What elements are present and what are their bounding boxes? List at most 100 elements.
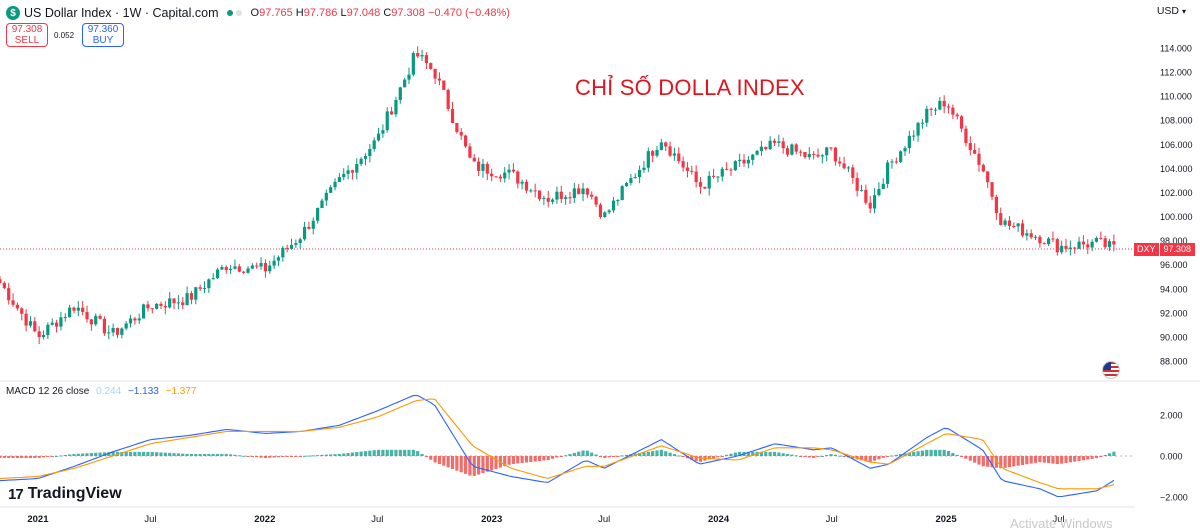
- candle: [429, 63, 433, 69]
- histogram-bar: [294, 456, 298, 457]
- histogram-bar: [1042, 456, 1046, 463]
- price-tick-label: 102.000: [1160, 188, 1193, 198]
- sell-button[interactable]: 97.308 SELL: [6, 23, 48, 47]
- histogram-bar: [159, 452, 163, 456]
- histogram-bar: [146, 451, 150, 456]
- histogram-bar: [468, 456, 472, 476]
- price-tick-label: 98.000: [1160, 236, 1188, 246]
- candle: [176, 302, 180, 304]
- candle: [616, 199, 620, 201]
- histogram-bar: [694, 456, 698, 462]
- histogram-bar: [224, 453, 228, 456]
- histogram-bar: [242, 455, 246, 457]
- candle: [925, 108, 929, 123]
- histogram-bar: [768, 451, 772, 456]
- price-tick-label: 114.000: [1160, 44, 1192, 54]
- currency-selector[interactable]: USD ▾: [1157, 5, 1186, 17]
- candle: [146, 304, 150, 309]
- candle: [746, 159, 750, 164]
- candle: [498, 176, 502, 179]
- candle: [611, 200, 616, 211]
- candle: [1038, 236, 1042, 244]
- candle: [629, 178, 633, 184]
- histogram-bar: [477, 456, 481, 475]
- histogram-bar: [150, 451, 154, 456]
- histogram-bar: [946, 450, 951, 456]
- histogram-bar: [246, 456, 250, 457]
- candle: [481, 163, 485, 171]
- us-flag-icon[interactable]: [1102, 361, 1120, 379]
- candle: [829, 147, 833, 149]
- histogram-bar: [651, 451, 655, 456]
- candle: [916, 122, 920, 136]
- histogram-bar: [820, 456, 824, 457]
- candle: [812, 154, 816, 156]
- histogram-bar: [181, 453, 185, 456]
- histogram-bar: [1025, 456, 1029, 465]
- tradingview-logo[interactable]: 17 TradingView: [8, 485, 122, 503]
- candle: [568, 197, 572, 199]
- candle: [424, 55, 429, 64]
- candle: [855, 177, 859, 191]
- histogram-bar: [733, 452, 737, 456]
- histogram-bar: [1077, 456, 1081, 461]
- dollar-symbol-icon: $: [6, 6, 20, 20]
- candle: [363, 156, 368, 159]
- candle: [385, 111, 389, 131]
- candle: [389, 111, 394, 115]
- histogram-bar: [307, 455, 311, 457]
- histogram-bar: [324, 454, 328, 456]
- candle: [507, 169, 511, 173]
- histogram-bar: [894, 454, 898, 456]
- candle: [163, 305, 167, 308]
- buy-button[interactable]: 97.360 BUY: [82, 23, 124, 47]
- histogram-bar: [176, 453, 180, 456]
- histogram-bar: [577, 451, 581, 456]
- candle: [320, 200, 324, 208]
- histogram-bar: [872, 456, 877, 461]
- candle: [333, 181, 337, 188]
- candle: [468, 146, 472, 158]
- candle: [168, 298, 172, 308]
- candle: [511, 169, 516, 172]
- macd-line: [0, 394, 1115, 498]
- histogram-bar: [825, 455, 829, 457]
- histogram-bar: [211, 453, 215, 456]
- histogram-bar: [951, 452, 955, 456]
- candle: [420, 55, 424, 57]
- candle: [764, 146, 768, 150]
- histogram-bar: [707, 456, 711, 460]
- histogram-bar: [881, 456, 885, 458]
- macd-legend[interactable]: MACD 12 26 close 0.244 −1.133 −1.377: [6, 386, 197, 397]
- histogram-bar: [624, 454, 629, 456]
- histogram-bar: [54, 455, 59, 457]
- candle: [1081, 241, 1086, 245]
- currency-label: USD: [1156, 5, 1179, 17]
- histogram-bar: [738, 451, 742, 456]
- symbol-title[interactable]: US Dollar Index · 1W · Capital.com: [24, 6, 219, 20]
- candle: [350, 170, 355, 173]
- candle: [202, 288, 207, 290]
- candle: [564, 197, 568, 199]
- histogram-bar: [381, 449, 385, 456]
- histogram-bar: [120, 451, 124, 456]
- histogram-bar: [1112, 451, 1116, 456]
- spread-value: 0.052: [54, 31, 75, 40]
- histogram-bar: [207, 453, 211, 456]
- histogram-bar: [311, 455, 315, 457]
- candle: [41, 335, 46, 338]
- histogram-bar: [220, 453, 224, 456]
- overlay-title: CHỈ SỐ DOLLA INDEX: [575, 75, 805, 100]
- candle: [777, 141, 781, 143]
- candle: [785, 148, 790, 155]
- histogram-bar: [237, 455, 241, 457]
- candle: [768, 140, 772, 150]
- histogram-bar: [1029, 456, 1033, 464]
- histogram-bar: [102, 452, 107, 456]
- candle: [846, 167, 851, 169]
- chart-header: $ US Dollar Index · 1W · Capital.com O97…: [6, 4, 510, 22]
- histogram-bar: [298, 456, 302, 457]
- histogram-bar: [1068, 456, 1072, 463]
- candle: [951, 107, 955, 115]
